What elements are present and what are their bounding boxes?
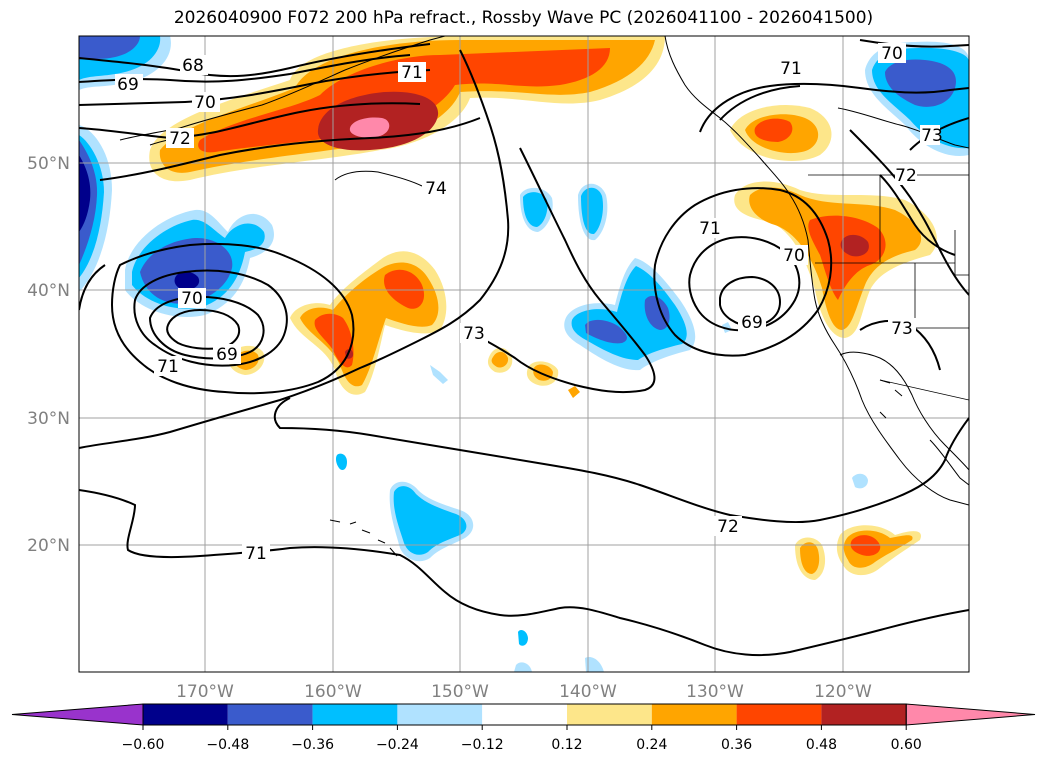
colorbar-tick-label: −0.24: [376, 737, 419, 753]
contour-label: 72: [169, 129, 191, 149]
colorbar-extend-high: [905, 703, 1036, 726]
longitude-labels: 170°W 160°W 150°W 140°W 130°W 120°W: [176, 682, 872, 702]
colorbar-extend-low: [11, 703, 144, 726]
colorbar-tick-label: 0.12: [551, 737, 582, 753]
contour-label: 72: [717, 517, 739, 537]
colorbar: −0.60 −0.48 −0.36 −0.24 −0.12 0.12 0.24 0.36 0.4…: [11, 703, 1036, 753]
contour-label: 73: [891, 319, 913, 339]
contour-label: 71: [157, 357, 179, 377]
contour-label: 73: [921, 126, 943, 146]
contour-label: 71: [780, 59, 802, 79]
colorbar-segment: [143, 704, 228, 725]
colorbar-segment: [736, 704, 822, 725]
colorbar-tick-label: 0.48: [806, 737, 837, 753]
colorbar-segment: [567, 704, 652, 725]
contour-label: 70: [194, 93, 216, 113]
contour-label: 72: [895, 166, 917, 186]
lat-label-30n: 30°N: [27, 409, 70, 429]
colorbar-tick-label: −0.48: [206, 737, 249, 753]
colorbar-segment: [482, 704, 567, 725]
lon-label-150w: 150°W: [431, 682, 489, 702]
contour-label: 70: [181, 289, 203, 309]
latitude-labels: 50°N 40°N 30°N 20°N: [27, 154, 70, 556]
contour-labels: 68 69 70 72 71 74 70 69 71 73 71 70 69 7…: [115, 43, 943, 564]
contour-label: 74: [425, 179, 447, 199]
lon-label-130w: 130°W: [686, 682, 744, 702]
lat-label-40n: 40°N: [27, 281, 70, 301]
colorbar-tick-label: −0.36: [291, 737, 334, 753]
country-borders: [808, 174, 969, 401]
colorbar-segment: [397, 704, 483, 725]
colorbar-tick-label: 0.24: [636, 737, 667, 753]
contour-label: 69: [117, 75, 139, 95]
map-title: 2026040900 F072 200 hPa refract., Rossby…: [173, 8, 874, 28]
contour-label: 71: [699, 219, 721, 239]
contour-label: 68: [182, 56, 204, 76]
colorbar-tick-label: 0.36: [721, 737, 752, 753]
lon-label-160w: 160°W: [304, 682, 362, 702]
colorbar-segment: [651, 704, 737, 725]
contour-label: 73: [463, 324, 485, 344]
colorbar-segment: [312, 704, 398, 725]
contour-label: 70: [783, 246, 805, 266]
lon-label-120w: 120°W: [814, 682, 872, 702]
contour-label: 71: [245, 544, 267, 564]
lon-label-170w: 170°W: [176, 682, 234, 702]
colorbar-tick-label: 0.60: [891, 737, 922, 753]
contour-label: 70: [881, 44, 903, 64]
map-frame: [78, 35, 970, 673]
colorbar-tick-label: −0.12: [461, 737, 504, 753]
colorbar-tick-label: −0.60: [122, 737, 165, 753]
contour-label: 71: [401, 63, 423, 83]
lat-label-20n: 20°N: [27, 536, 70, 556]
contour-label: 69: [216, 345, 238, 365]
map-area: [79, 36, 969, 672]
lat-label-50n: 50°N: [27, 154, 70, 174]
colorbar-segment: [227, 704, 313, 725]
colorbar-segment: [821, 704, 907, 725]
lon-label-140w: 140°W: [559, 682, 617, 702]
contour-label: 69: [741, 313, 763, 333]
